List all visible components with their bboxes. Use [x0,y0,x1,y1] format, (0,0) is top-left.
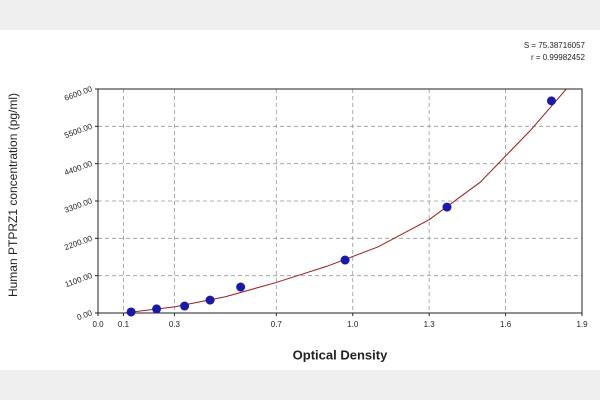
x-tick-label: 1.6 [500,320,512,329]
x-tick-label: 0.3 [169,320,181,329]
data-point [340,255,350,265]
bottom-band [0,370,600,400]
y-tick-label: 2200.00 [63,234,94,253]
y-tick-label: 6600.00 [63,84,94,103]
data-point [236,282,246,292]
data-point [205,295,215,305]
y-axis-title: Human PTPRZ1 concentration (pg/ml) [6,93,20,297]
data-point [546,96,556,106]
x-tick-label: 0.7 [271,320,283,329]
grid [97,88,583,314]
y-tick-label: 5500.00 [63,122,94,141]
annotation: S = 75.38716057 [524,41,586,50]
x-tick-label: 0.1 [118,320,130,329]
x-tick-label: 1.9 [576,320,588,329]
data-point [152,304,162,314]
y-tick-label: 1100.00 [64,271,94,289]
x-tick-label: 0.0 [92,320,104,329]
annotation: r = 0.99982452 [531,53,586,62]
y-tick-label: 3300.00 [63,196,94,215]
x-tick-label: 1.3 [424,320,436,329]
top-band [0,0,600,30]
data-point [442,202,452,212]
x-axis-title: Optical Density [293,347,388,362]
x-tick-label: 1.0 [347,320,359,329]
y-tick-label: 0.00 [76,308,94,322]
data-point [126,307,136,317]
y-tick-label: 4400.00 [63,159,94,178]
fit-curve [123,89,567,313]
data-point [180,301,190,311]
